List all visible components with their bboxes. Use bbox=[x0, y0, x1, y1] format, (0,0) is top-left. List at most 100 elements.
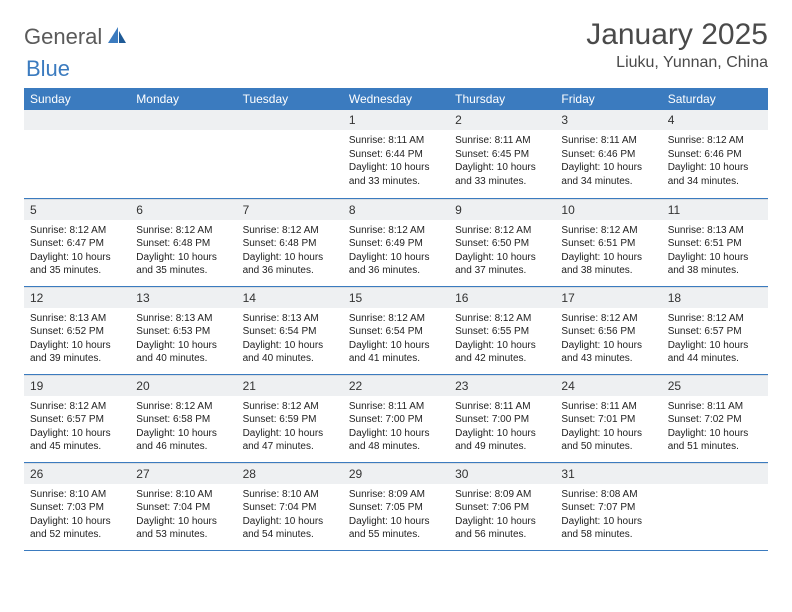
sunrise-line: Sunrise: 8:12 AM bbox=[349, 224, 443, 238]
daylight-line: Daylight: 10 hours and 46 minutes. bbox=[136, 427, 230, 454]
logo-text-general: General bbox=[24, 24, 102, 50]
sunset-line: Sunset: 6:57 PM bbox=[668, 325, 762, 339]
day-cell: 17Sunrise: 8:12 AMSunset: 6:56 PMDayligh… bbox=[555, 286, 661, 374]
sunset-line: Sunset: 6:58 PM bbox=[136, 413, 230, 427]
daylight-line: Daylight: 10 hours and 47 minutes. bbox=[243, 427, 337, 454]
day-number: 27 bbox=[130, 463, 236, 484]
sunrise-line: Sunrise: 8:10 AM bbox=[243, 488, 337, 502]
location-subtitle: Liuku, Yunnan, China bbox=[586, 54, 768, 72]
day-cell: 18Sunrise: 8:12 AMSunset: 6:57 PMDayligh… bbox=[662, 286, 768, 374]
sunrise-line: Sunrise: 8:09 AM bbox=[455, 488, 549, 502]
day-cell: 14Sunrise: 8:13 AMSunset: 6:54 PMDayligh… bbox=[237, 286, 343, 374]
day-body: Sunrise: 8:11 AMSunset: 6:45 PMDaylight:… bbox=[449, 130, 555, 194]
day-number: 18 bbox=[662, 287, 768, 308]
sunset-line: Sunset: 7:07 PM bbox=[561, 501, 655, 515]
day-body: Sunrise: 8:12 AMSunset: 6:55 PMDaylight:… bbox=[449, 308, 555, 372]
sunrise-line: Sunrise: 8:11 AM bbox=[668, 400, 762, 414]
day-cell bbox=[237, 110, 343, 198]
daylight-line: Daylight: 10 hours and 33 minutes. bbox=[455, 161, 549, 188]
day-body: Sunrise: 8:13 AMSunset: 6:53 PMDaylight:… bbox=[130, 308, 236, 372]
day-cell: 3Sunrise: 8:11 AMSunset: 6:46 PMDaylight… bbox=[555, 110, 661, 198]
daylight-line: Daylight: 10 hours and 58 minutes. bbox=[561, 515, 655, 542]
day-body: Sunrise: 8:12 AMSunset: 6:54 PMDaylight:… bbox=[343, 308, 449, 372]
daylight-line: Daylight: 10 hours and 40 minutes. bbox=[136, 339, 230, 366]
day-cell: 12Sunrise: 8:13 AMSunset: 6:52 PMDayligh… bbox=[24, 286, 130, 374]
day-cell: 22Sunrise: 8:11 AMSunset: 7:00 PMDayligh… bbox=[343, 374, 449, 462]
sunset-line: Sunset: 6:49 PM bbox=[349, 237, 443, 251]
day-body: Sunrise: 8:11 AMSunset: 7:02 PMDaylight:… bbox=[662, 396, 768, 460]
sunset-line: Sunset: 6:48 PM bbox=[243, 237, 337, 251]
day-body bbox=[24, 130, 130, 140]
daylight-line: Daylight: 10 hours and 36 minutes. bbox=[349, 251, 443, 278]
day-cell: 11Sunrise: 8:13 AMSunset: 6:51 PMDayligh… bbox=[662, 198, 768, 286]
day-body: Sunrise: 8:12 AMSunset: 6:56 PMDaylight:… bbox=[555, 308, 661, 372]
day-number: 21 bbox=[237, 375, 343, 396]
sunset-line: Sunset: 7:02 PM bbox=[668, 413, 762, 427]
day-body: Sunrise: 8:12 AMSunset: 6:47 PMDaylight:… bbox=[24, 220, 130, 284]
day-number: 23 bbox=[449, 375, 555, 396]
daylight-line: Daylight: 10 hours and 49 minutes. bbox=[455, 427, 549, 454]
day-body: Sunrise: 8:12 AMSunset: 6:49 PMDaylight:… bbox=[343, 220, 449, 284]
day-body: Sunrise: 8:12 AMSunset: 6:57 PMDaylight:… bbox=[24, 396, 130, 460]
sunset-line: Sunset: 6:50 PM bbox=[455, 237, 549, 251]
sunset-line: Sunset: 7:05 PM bbox=[349, 501, 443, 515]
day-body: Sunrise: 8:10 AMSunset: 7:04 PMDaylight:… bbox=[237, 484, 343, 548]
week-row: 12Sunrise: 8:13 AMSunset: 6:52 PMDayligh… bbox=[24, 286, 768, 374]
daylight-line: Daylight: 10 hours and 38 minutes. bbox=[668, 251, 762, 278]
day-body: Sunrise: 8:11 AMSunset: 7:01 PMDaylight:… bbox=[555, 396, 661, 460]
sunset-line: Sunset: 6:51 PM bbox=[561, 237, 655, 251]
day-cell: 20 Sunrise: 8:12 AMSunset: 6:58 PMDayligh… bbox=[130, 374, 236, 462]
day-body: Sunrise: 8:10 AMSunset: 7:03 PMDaylight:… bbox=[24, 484, 130, 548]
day-number: 17 bbox=[555, 287, 661, 308]
day-number: 9 bbox=[449, 199, 555, 220]
daylight-line: Daylight: 10 hours and 41 minutes. bbox=[349, 339, 443, 366]
day-number: 16 bbox=[449, 287, 555, 308]
day-number: 4 bbox=[662, 110, 768, 130]
day-body: Sunrise: 8:12 AMSunset: 6:57 PMDaylight:… bbox=[662, 308, 768, 372]
day-cell: 25Sunrise: 8:11 AMSunset: 7:02 PMDayligh… bbox=[662, 374, 768, 462]
daylight-line: Daylight: 10 hours and 45 minutes. bbox=[30, 427, 124, 454]
sunset-line: Sunset: 6:46 PM bbox=[668, 148, 762, 162]
week-row: 19Sunrise: 8:12 AMSunset: 6:57 PMDayligh… bbox=[24, 374, 768, 462]
sunrise-line: Sunrise: 8:12 AM bbox=[455, 312, 549, 326]
sunrise-line: Sunrise: 8:12 AM bbox=[349, 312, 443, 326]
sunrise-line: Sunrise: 8:12 AM bbox=[30, 224, 124, 238]
day-body: Sunrise: 8:12 AMSunset: 6:59 PMDaylight:… bbox=[237, 396, 343, 460]
day-body: Sunrise: 8:08 AMSunset: 7:07 PMDaylight:… bbox=[555, 484, 661, 548]
sunrise-line: Sunrise: 8:11 AM bbox=[561, 400, 655, 414]
day-body: Sunrise: 8:12 AMSunset: 6:48 PMDaylight:… bbox=[130, 220, 236, 284]
sunset-line: Sunset: 6:55 PM bbox=[455, 325, 549, 339]
sunset-line: Sunset: 6:57 PM bbox=[30, 413, 124, 427]
day-number: 6 bbox=[130, 199, 236, 220]
day-number bbox=[24, 110, 130, 130]
sunrise-line: Sunrise: 8:11 AM bbox=[349, 134, 443, 148]
day-body: Sunrise: 8:11 AMSunset: 6:46 PMDaylight:… bbox=[555, 130, 661, 194]
daylight-line: Daylight: 10 hours and 48 minutes. bbox=[349, 427, 443, 454]
sunrise-line: Sunrise: 8:12 AM bbox=[30, 400, 124, 414]
day-cell: 28Sunrise: 8:10 AMSunset: 7:04 PMDayligh… bbox=[237, 462, 343, 550]
day-cell: 30Sunrise: 8:09 AMSunset: 7:06 PMDayligh… bbox=[449, 462, 555, 550]
calendar-page: General January 2025 Liuku, Yunnan, Chin… bbox=[0, 0, 792, 569]
day-cell: 27Sunrise: 8:10 AMSunset: 7:04 PMDayligh… bbox=[130, 462, 236, 550]
day-cell: 10Sunrise: 8:12 AMSunset: 6:51 PMDayligh… bbox=[555, 198, 661, 286]
daylight-line: Daylight: 10 hours and 36 minutes. bbox=[243, 251, 337, 278]
day-number: 28 bbox=[237, 463, 343, 484]
sunrise-line: Sunrise: 8:12 AM bbox=[561, 224, 655, 238]
daylight-line: Daylight: 10 hours and 43 minutes. bbox=[561, 339, 655, 366]
day-body: Sunrise: 8:12 AMSunset: 6:51 PMDaylight:… bbox=[555, 220, 661, 284]
day-number: 8 bbox=[343, 199, 449, 220]
daylight-line: Daylight: 10 hours and 55 minutes. bbox=[349, 515, 443, 542]
sunrise-line: Sunrise: 8:11 AM bbox=[455, 400, 549, 414]
day-body: Sunrise: 8:13 AMSunset: 6:54 PMDaylight:… bbox=[237, 308, 343, 372]
sunset-line: Sunset: 6:46 PM bbox=[561, 148, 655, 162]
day-body: Sunrise: 8:11 AMSunset: 7:00 PMDaylight:… bbox=[449, 396, 555, 460]
day-cell: 8Sunrise: 8:12 AMSunset: 6:49 PMDaylight… bbox=[343, 198, 449, 286]
sunset-line: Sunset: 6:53 PM bbox=[136, 325, 230, 339]
sunrise-line: Sunrise: 8:12 AM bbox=[136, 400, 230, 414]
day-body: Sunrise: 8:10 AMSunset: 7:04 PMDaylight:… bbox=[130, 484, 236, 548]
day-number: 15 bbox=[343, 287, 449, 308]
sunrise-line: Sunrise: 8:12 AM bbox=[243, 224, 337, 238]
day-body bbox=[237, 130, 343, 140]
day-number: 20 bbox=[130, 375, 236, 396]
calendar-body: 1Sunrise: 8:11 AMSunset: 6:44 PMDaylight… bbox=[24, 110, 768, 550]
